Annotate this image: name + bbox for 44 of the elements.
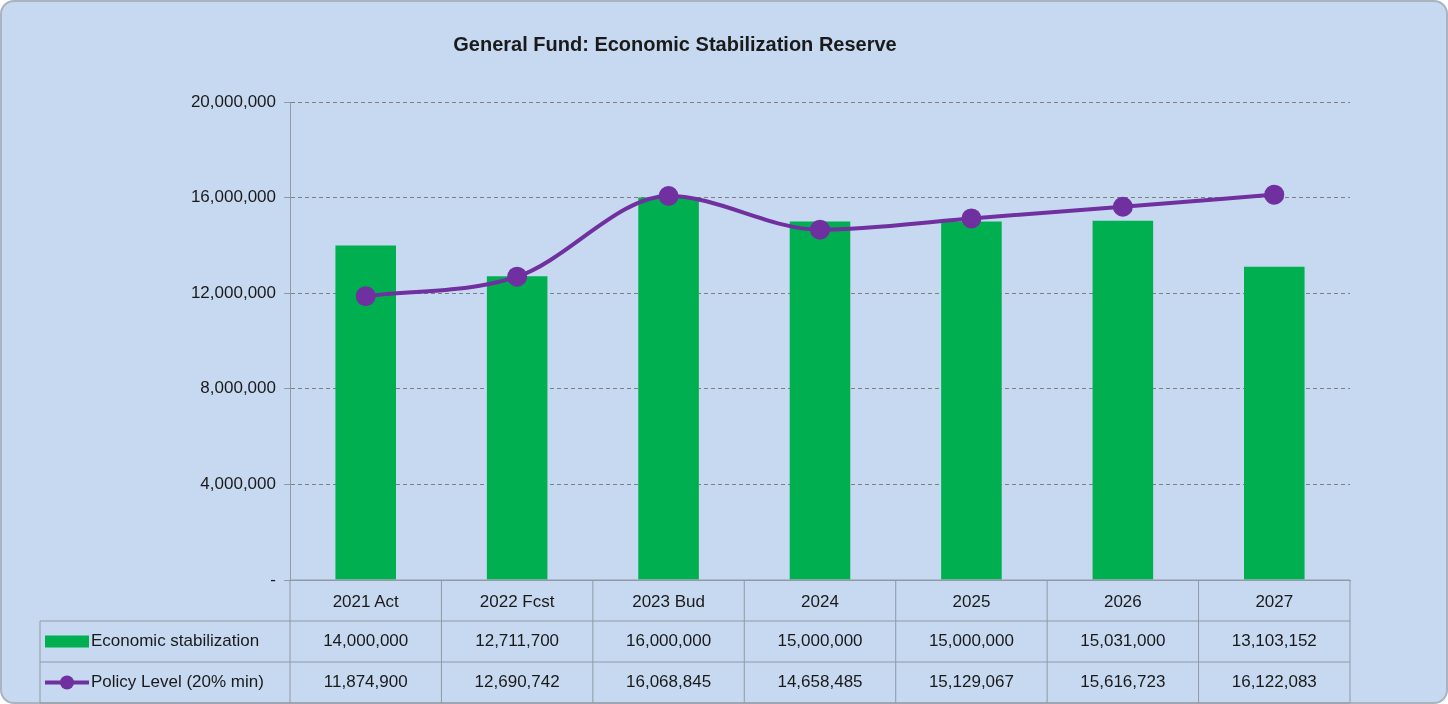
y-tick-label: -: [270, 569, 276, 589]
bar: [335, 245, 396, 580]
data-label: 16,000,000: [626, 631, 712, 651]
x-tick-label: 2025: [952, 591, 991, 611]
data-label: 16,068,845: [626, 672, 712, 692]
point: [961, 208, 982, 229]
x-tick-label: 2022 Fcst: [479, 591, 555, 611]
x-tick-label: 2026: [1103, 591, 1142, 611]
point: [1112, 196, 1133, 217]
bar: [486, 276, 548, 580]
x-tick-label: 2023 Bud: [632, 591, 705, 611]
bar: [638, 197, 699, 580]
bar: [1092, 220, 1154, 580]
data-label: 15,616,723: [1080, 672, 1166, 692]
x-tick-label: 2027: [1255, 591, 1294, 611]
data-label: 12,690,742: [474, 672, 560, 692]
data-label: 15,000,000: [777, 631, 863, 651]
bar: [1244, 266, 1305, 580]
data-label: 14,658,485: [777, 672, 863, 692]
data-label: 11,874,900: [323, 672, 408, 692]
point: [1264, 184, 1285, 205]
y-tick-label: 8,000,000: [200, 378, 276, 398]
y-tick-label: 20,000,000: [190, 91, 276, 111]
bar: [789, 221, 851, 580]
data-label: 13,103,152: [1231, 631, 1317, 651]
y-tick-label: 4,000,000: [200, 474, 276, 494]
point: [658, 185, 679, 206]
legend-label: Policy Level (20% min): [91, 672, 264, 692]
data-label: 16,122,083: [1231, 672, 1317, 692]
data-label: 12,711,700: [475, 631, 560, 651]
chart-title: General Fund: Economic Stabilization Reserve: [453, 32, 897, 55]
y-tick-label: 16,000,000: [190, 187, 276, 207]
y-tick-label: 12,000,000: [190, 282, 276, 302]
data-label: 15,000,000: [928, 631, 1014, 651]
x-tick-label: 2024: [801, 591, 839, 611]
point: [355, 286, 376, 307]
data-label: 15,031,000: [1080, 631, 1166, 651]
point: [810, 219, 830, 240]
data-label: 15,129,067: [928, 672, 1014, 692]
bar: [941, 221, 1002, 580]
data-label: 14,000,000: [323, 631, 409, 651]
x-tick-label: 2021 Act: [332, 591, 400, 611]
point: [507, 266, 528, 287]
legend-label: Economic stabilization: [91, 631, 260, 651]
